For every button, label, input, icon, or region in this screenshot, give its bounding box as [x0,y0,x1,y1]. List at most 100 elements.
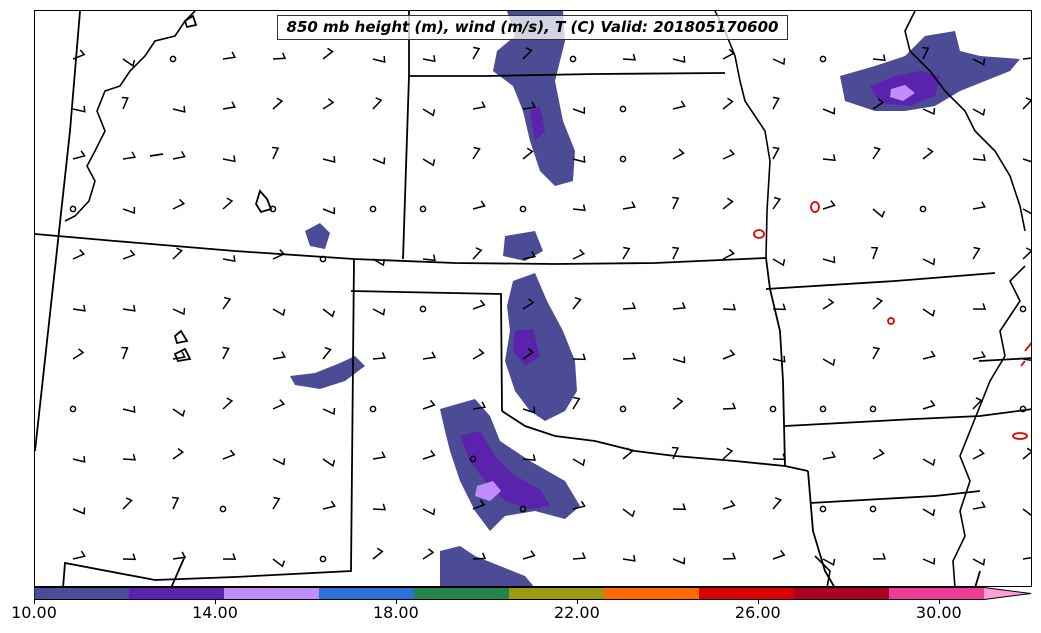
wind-barb [172,351,186,360]
wind-barb [672,246,680,260]
wind-barb [1022,447,1031,460]
wind-barb [722,248,735,260]
wind-barb [121,346,129,360]
colorbar-segment [509,587,605,600]
calm-marker [69,205,77,213]
wind-barb [972,558,986,566]
wind-barb [522,454,536,461]
wind-barb [472,46,481,60]
wind-fill-region [890,85,915,101]
calm-marker [269,205,277,213]
colorbar-tick [215,600,216,604]
wind-barb [922,458,936,467]
colorbar-segment [129,587,225,600]
wind-fill-region [493,11,575,186]
wind-barb [772,303,787,311]
colorbar-segment [699,587,795,600]
wind-fill-region [475,481,501,501]
wind-barb [922,308,936,317]
wind-barb [372,308,386,316]
wind-barb [72,455,86,463]
wind-barb [522,298,535,310]
wind-barb [172,105,186,113]
wind-barb [922,147,934,160]
wind-barb [472,348,485,360]
wind-barb [972,501,986,510]
wind-barb [572,107,586,115]
wind-barb [772,355,786,363]
wind-barb [872,346,881,360]
colorbar-segment [414,587,510,600]
wind-barb [572,458,586,467]
wind-barb [122,151,137,160]
colorbar-tick-label: 10.00 [11,603,57,622]
wind-barb [772,146,780,160]
wind-barb [822,558,836,566]
wind-barb [872,448,885,460]
wind-barb [122,453,137,461]
colorbar-tick-label: 26.00 [734,603,781,622]
wind-barb [222,197,234,210]
wind-barb [722,349,736,360]
wind-barb [272,52,287,60]
wind-barb [722,552,737,560]
wind-barb [572,248,586,260]
colorbar-tick [576,600,578,604]
wind-barb [222,449,236,460]
wind-barb [422,351,437,360]
wind-barb [672,196,680,210]
wind-barb [222,51,237,60]
calm-marker [419,305,427,313]
wind-barb [272,97,284,110]
wind-fill-region [505,273,577,421]
wind-barb [822,358,836,367]
wind-barb [572,353,587,361]
wind-barb [672,55,686,63]
wind-barb [322,407,336,416]
wind-barb [722,149,736,160]
wind-barb [72,304,86,312]
wind-barb [972,246,981,260]
wind-barb [522,251,536,260]
wind-speed-shading [290,11,1020,586]
wind-barb [172,496,180,510]
wind-barb [222,255,236,263]
wind-barb [222,346,230,360]
wind-barb [472,200,486,210]
wind-barb [972,448,985,460]
calm-wind-markers [69,55,1027,563]
wind-barb [372,547,384,560]
calm-marker [619,405,627,413]
wind-barb [72,550,86,560]
wind-barb [722,48,735,60]
wind-barb [872,297,884,310]
wind-barb [372,503,387,511]
wind-barb [322,47,334,60]
wind-barb [822,298,835,310]
wind-barb [522,550,536,560]
calm-marker [569,55,577,63]
wind-barb [472,401,487,410]
calm-marker [519,505,527,513]
map-panel [34,10,1032,587]
wind-barb [322,308,336,318]
wind-barb [72,150,86,160]
wind-barb [972,351,986,360]
calm-marker [1019,305,1027,313]
wind-barb [672,148,685,160]
wind-barb [772,258,786,267]
calm-marker [369,405,377,413]
wind-barb [122,497,133,510]
wind-barb [772,57,786,66]
wind-barb [372,352,387,360]
wind-barb [922,46,930,60]
wind-barb [722,97,734,110]
wind-barb [72,249,86,260]
colorbar-tick [938,600,940,604]
state-borders [35,11,1031,586]
wind-barb [822,256,836,264]
wind-barb [372,97,383,110]
colorbar-segment [224,587,320,600]
wind-barb [722,197,734,210]
wind-barb [1022,158,1031,163]
